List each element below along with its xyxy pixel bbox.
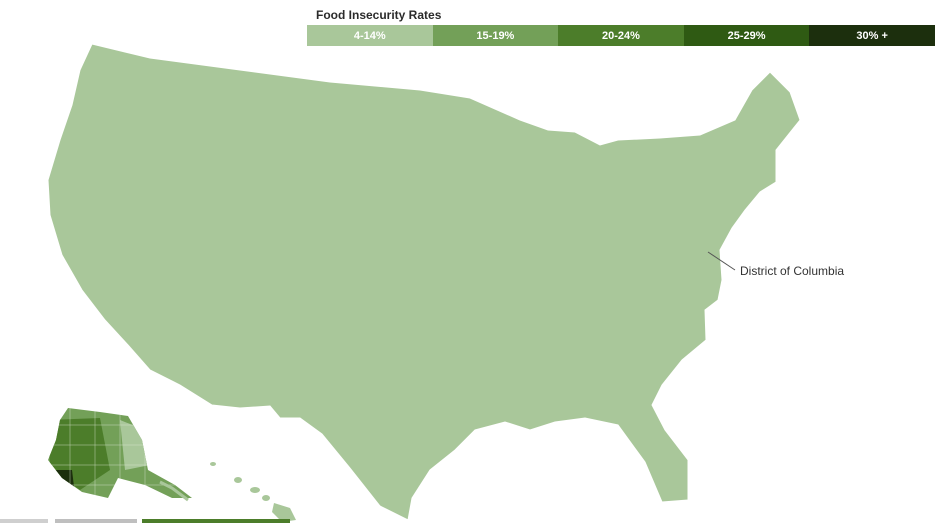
footer-tab-3[interactable] — [142, 519, 290, 523]
legend-bar: 4-14% 15-19% 20-24% 25-29% 30% + — [307, 25, 935, 46]
legend-label: 20-24% — [602, 29, 640, 42]
alaska-aleutian-islands — [159, 480, 189, 502]
legend-item-25-29[interactable]: 25-29% — [683, 25, 810, 46]
footer-tab-1[interactable] — [0, 519, 48, 523]
legend-label: 4-14% — [353, 29, 386, 42]
footer-tab-2[interactable] — [55, 519, 137, 523]
alaska-southwest — [48, 470, 75, 495]
dc-pointer-line — [707, 251, 736, 271]
legend-label: 25-29% — [727, 29, 766, 42]
legend-item-4-14[interactable]: 4-14% — [307, 25, 433, 46]
legend-label: 30% + — [856, 29, 888, 42]
legend-item-15-19[interactable]: 15-19% — [432, 25, 559, 46]
legend-title: Food Insecurity Rates — [316, 8, 442, 22]
hawaii — [210, 462, 296, 522]
legend-item-20-24[interactable]: 20-24% — [558, 25, 684, 46]
legend-label: 15-19% — [476, 29, 515, 42]
footer-tabs — [0, 519, 290, 523]
legend-item-30-plus[interactable]: 30% + — [809, 25, 935, 46]
dc-label: District of Columbia — [740, 264, 845, 278]
